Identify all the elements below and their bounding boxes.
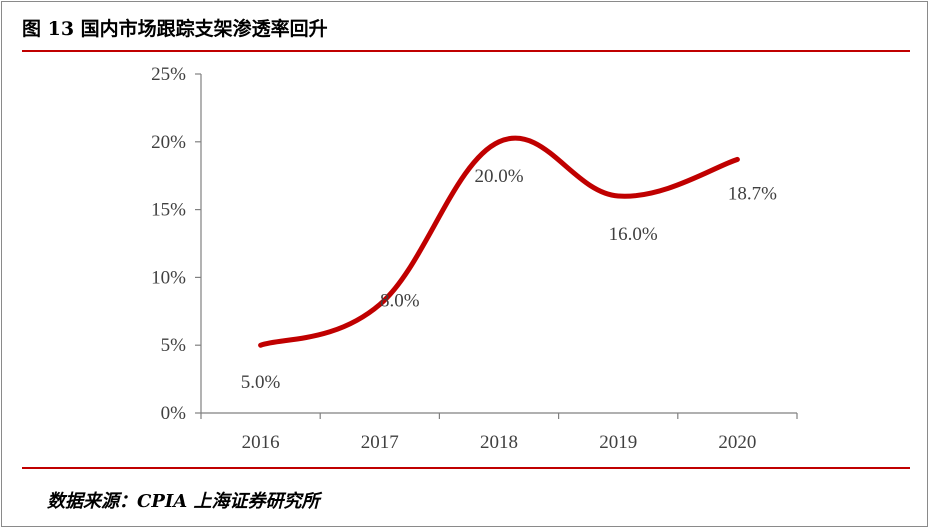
source-note: 数据来源：CPIA 上海证券研究所 bbox=[47, 491, 320, 512]
data-label: 20.0% bbox=[474, 166, 523, 187]
chart-series bbox=[258, 135, 740, 348]
chart-labels: 5.0% 8.0% 20.0% 16.0% 18.7% bbox=[241, 166, 777, 393]
x-tick-label: 2020 bbox=[718, 432, 756, 453]
data-label: 5.0% bbox=[241, 372, 281, 393]
y-tick-label: 0% bbox=[161, 403, 187, 424]
data-label: 16.0% bbox=[609, 224, 658, 245]
y-tick-label: 20% bbox=[151, 132, 186, 153]
data-label: 18.7% bbox=[728, 183, 777, 204]
y-tick-label: 15% bbox=[151, 200, 186, 221]
data-label: 8.0% bbox=[380, 291, 420, 312]
y-tick-label: 5% bbox=[161, 335, 187, 356]
x-tick-label: 2016 bbox=[242, 432, 280, 453]
x-tick-label: 2019 bbox=[599, 432, 637, 453]
x-tick-label: 2017 bbox=[361, 432, 399, 453]
chart-axes: 0% 5% 10% 15% 20% 25% 2016 2017 2018 2019 2020 bbox=[151, 64, 798, 453]
figure-title: 图 13 国内市场跟踪支架渗透率回升 bbox=[22, 18, 328, 40]
title-rule bbox=[22, 50, 910, 52]
series-line bbox=[258, 135, 740, 348]
y-tick-label: 25% bbox=[151, 64, 186, 85]
x-tick-label: 2018 bbox=[480, 432, 518, 453]
y-tick-label: 10% bbox=[151, 267, 186, 288]
footer-rule bbox=[22, 467, 910, 469]
